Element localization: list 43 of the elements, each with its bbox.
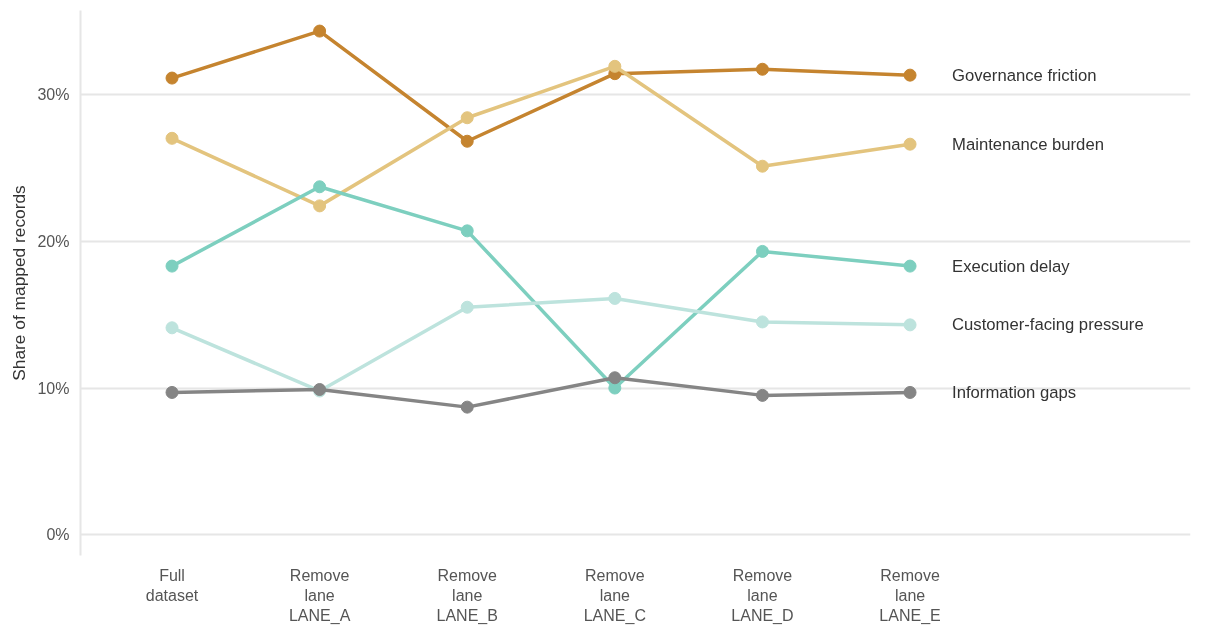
y-tick-label: 30% bbox=[37, 85, 70, 103]
point bbox=[608, 59, 622, 73]
point bbox=[165, 71, 179, 85]
point bbox=[460, 300, 474, 314]
text: Customer-facing pressure bbox=[952, 315, 1144, 335]
point bbox=[313, 180, 327, 194]
point bbox=[903, 259, 917, 273]
point bbox=[755, 388, 769, 402]
point bbox=[903, 137, 917, 151]
point bbox=[313, 199, 327, 213]
y-tick-label: 10% bbox=[37, 379, 70, 397]
point bbox=[165, 321, 179, 335]
point bbox=[903, 318, 917, 332]
text: Execution delay bbox=[952, 256, 1071, 276]
point bbox=[608, 371, 622, 385]
point bbox=[165, 259, 179, 273]
point bbox=[313, 24, 327, 38]
point bbox=[755, 315, 769, 329]
point bbox=[755, 62, 769, 76]
point bbox=[165, 131, 179, 145]
y-axis-title: Share of mapped records bbox=[9, 184, 30, 381]
point bbox=[903, 385, 917, 399]
x-tick-label: Full dataset bbox=[145, 566, 199, 604]
point bbox=[608, 381, 622, 395]
point bbox=[460, 134, 474, 148]
y-tick-label: 20% bbox=[37, 232, 70, 250]
x-tick-label: Remove lane LANE_A bbox=[288, 566, 351, 626]
x-tick-label: Remove lane LANE_C bbox=[583, 566, 646, 626]
x-tick-label: Remove lane LANE_E bbox=[879, 566, 941, 626]
text: Governance friction bbox=[952, 65, 1097, 85]
point bbox=[165, 385, 179, 399]
x-tick-label: Remove lane LANE_D bbox=[731, 566, 794, 626]
point bbox=[460, 111, 474, 125]
y-tick-label: 0% bbox=[46, 526, 70, 544]
point bbox=[903, 68, 917, 82]
point bbox=[608, 291, 622, 305]
point bbox=[460, 224, 474, 238]
point bbox=[755, 244, 769, 258]
point bbox=[755, 159, 769, 173]
text: Maintenance burden bbox=[952, 134, 1104, 154]
x-tick-label: Remove lane LANE_B bbox=[436, 566, 498, 626]
point bbox=[460, 400, 474, 414]
text: Information gaps bbox=[952, 382, 1077, 402]
